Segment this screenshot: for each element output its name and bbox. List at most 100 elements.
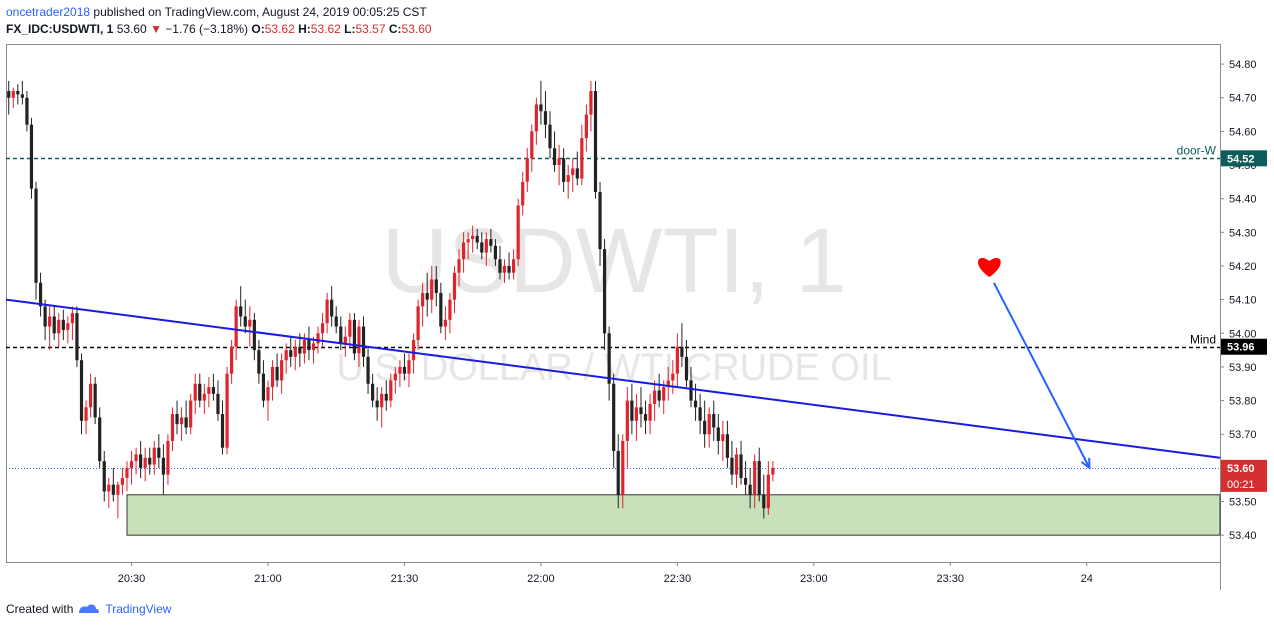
candle-body — [134, 454, 138, 462]
candle-body — [252, 319, 256, 351]
candle-body — [89, 383, 93, 408]
candle-body — [680, 346, 684, 357]
candle-body — [402, 366, 407, 374]
trendline — [5, 298, 1221, 459]
level-price-text: 54.52 — [1227, 153, 1255, 165]
candle-body — [166, 440, 170, 475]
candle-body — [193, 383, 197, 401]
candle-body — [593, 91, 598, 192]
last-price-text: 53.60 — [1227, 463, 1255, 475]
candle-body — [143, 457, 147, 468]
candle-body — [666, 380, 670, 388]
y-tick-label: 54.20 — [1229, 261, 1257, 273]
price-chart[interactable]: USDWTI, 1 U.S. DOLLAR / WTI CRUDE OIL do… — [0, 0, 1274, 600]
candle-body — [389, 380, 393, 401]
candle-body — [598, 191, 602, 250]
candle-body — [480, 242, 484, 253]
candle-body — [721, 434, 725, 441]
candle-body — [48, 316, 52, 327]
close-value: 53.60 — [401, 22, 432, 36]
candle-body — [38, 282, 43, 307]
candle-body — [202, 393, 206, 401]
close-label: C: — [388, 22, 402, 36]
x-tick-label: 20:30 — [118, 573, 146, 585]
candle-body — [343, 336, 347, 344]
author-link[interactable]: oncetrader2018 — [6, 5, 91, 19]
candle-body — [762, 494, 766, 509]
y-tick-label: 53.70 — [1229, 429, 1257, 441]
candle-body — [380, 393, 384, 408]
candle-body — [562, 158, 566, 182]
candle-body — [712, 414, 716, 428]
candle-body — [266, 387, 270, 401]
x-tick-label: 24 — [1081, 573, 1093, 585]
y-tick-label: 54.80 — [1229, 59, 1257, 71]
candle-body — [539, 104, 543, 112]
x-tick-label: 22:30 — [664, 573, 692, 585]
tradingview-brand-link[interactable]: TradingView — [105, 602, 172, 616]
last-price-tag — [1221, 459, 1267, 492]
candle-body — [111, 484, 115, 495]
y-tick-label: 53.40 — [1229, 530, 1257, 542]
candle-body — [157, 447, 161, 458]
candle-body — [566, 175, 570, 182]
candle-body — [448, 299, 452, 320]
chart-header: oncetrader2018 published on TradingView.… — [6, 4, 432, 38]
candle-body — [320, 323, 325, 334]
candle-body — [52, 316, 56, 334]
candle-body — [275, 366, 279, 381]
candle-body — [311, 343, 316, 351]
candle-body — [589, 91, 593, 115]
tradingview-logo-icon — [79, 604, 100, 613]
candle-body — [643, 414, 648, 421]
candle-body — [748, 484, 752, 495]
candle-body — [439, 292, 443, 327]
candle-body — [307, 340, 311, 351]
candle-body — [352, 319, 357, 354]
candle-body — [230, 346, 234, 374]
candle-body — [639, 407, 643, 415]
candle-body — [79, 360, 84, 421]
candle-body — [730, 457, 734, 475]
candle-body — [521, 181, 525, 206]
low-value: 53.57 — [355, 22, 386, 36]
low-label: L: — [344, 22, 356, 36]
candle-body — [11, 91, 15, 98]
candle-body — [698, 407, 702, 421]
candle-body — [484, 239, 488, 253]
countdown-text: 00:21 — [1227, 479, 1255, 491]
level-price-text: 53.96 — [1227, 342, 1255, 354]
candle-body — [234, 306, 238, 347]
candle-body — [498, 259, 502, 273]
candle-body — [366, 356, 370, 384]
candle-body — [461, 242, 466, 260]
candle-body — [393, 373, 397, 381]
candle-body — [107, 484, 111, 492]
candle-body — [725, 434, 729, 458]
candle-body — [98, 417, 102, 462]
candle-body — [7, 91, 11, 98]
candle-body — [129, 461, 134, 468]
candle-body — [671, 373, 675, 381]
candle-body — [675, 346, 679, 374]
candle-body — [357, 326, 361, 354]
candle-body — [407, 360, 411, 374]
candle-body — [421, 292, 425, 307]
support-zone — [126, 494, 1221, 536]
candle-body — [612, 383, 616, 452]
candle-body — [161, 457, 165, 475]
y-tick-label: 54.70 — [1229, 93, 1257, 105]
candle-body — [621, 440, 625, 495]
candle-body — [630, 400, 634, 421]
publish-line: oncetrader2018 published on TradingView.… — [6, 4, 432, 21]
candle-body — [207, 387, 211, 394]
open-label: O: — [251, 22, 265, 36]
candle-body — [29, 124, 34, 189]
candle-body — [512, 259, 516, 273]
candle-body — [466, 239, 470, 243]
candle-body — [93, 383, 97, 418]
candle-body — [334, 316, 338, 327]
candle-body — [302, 340, 306, 354]
candle-body — [339, 326, 343, 344]
level-label-door-w: door-W — [1177, 144, 1217, 158]
